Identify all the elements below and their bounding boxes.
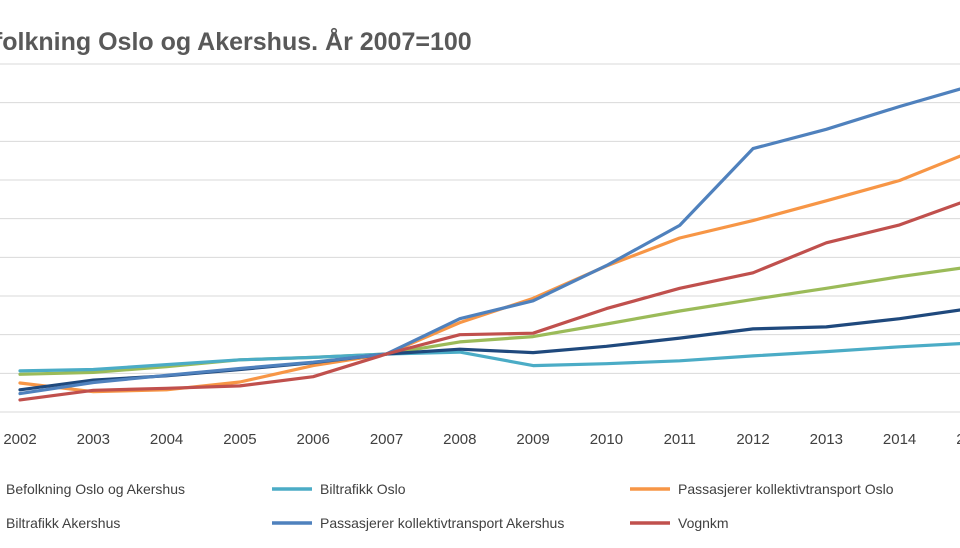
x-tick-label-2011: 2011 [664, 431, 696, 448]
x-tick-label-2009: 2009 [516, 431, 549, 448]
series-line-4 [18, 87, 960, 396]
series-line-2 [18, 154, 960, 394]
x-tick-label-2013: 2013 [810, 431, 843, 448]
x-tick-label-2002: 2002 [3, 431, 36, 448]
x-tick-label-2010: 2010 [590, 431, 623, 448]
series-line-5 [18, 201, 960, 402]
series-line-3 [18, 308, 960, 392]
series-line-0 [18, 266, 960, 376]
x-tick-label-2015: 2015 [956, 431, 960, 448]
x-tick-label-2003: 2003 [77, 431, 110, 448]
legend-label-2: Passasjerer kollektivtransport Oslo [678, 481, 894, 497]
x-tick-label-2006: 2006 [297, 431, 330, 448]
x-tick-label-2005: 2005 [223, 431, 256, 448]
series-line-1 [18, 341, 960, 373]
x-tick-label-2004: 2004 [150, 431, 183, 448]
legend-label-0: Befolkning Oslo og Akershus [6, 481, 185, 497]
x-tick-label-2008: 2008 [443, 431, 476, 448]
x-tick-label-2007: 2007 [370, 431, 403, 448]
legend-label-5: Vognkm [678, 515, 729, 531]
x-tick-label-2012: 2012 [736, 431, 769, 448]
legend-label-3: Biltrafikk Akershus [6, 515, 120, 531]
x-tick-label-2014: 2014 [883, 431, 916, 448]
legend-label-1: Biltrafikk Oslo [320, 481, 406, 497]
chart-title: Befolkning Oslo og Akershus. År 2007=100 [0, 28, 472, 56]
legend-label-4: Passasjerer kollektivtransport Akershus [320, 515, 564, 531]
